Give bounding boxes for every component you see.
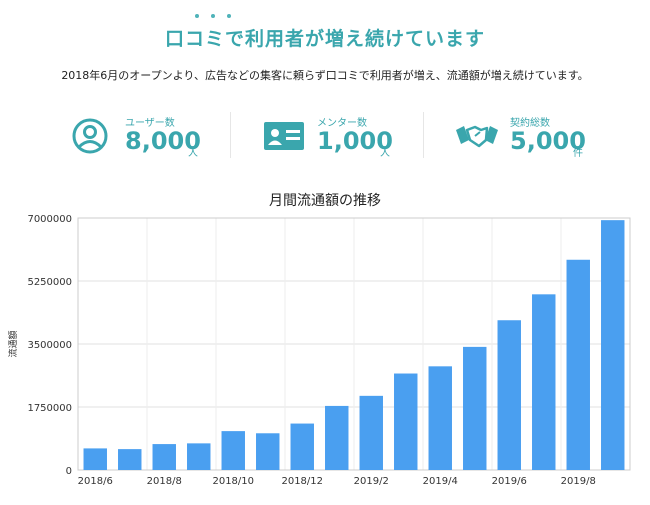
stat-contracts-label: 契約総数 xyxy=(510,118,550,129)
stat-contracts-unit: 件 xyxy=(573,148,583,159)
y-tick-label: 1750000 xyxy=(27,403,72,414)
bar-2018/7 xyxy=(118,449,142,470)
stat-users-label: ユーザー数 xyxy=(125,118,175,129)
bar-2018/8 xyxy=(152,444,176,470)
stat-contracts-value: 5,000 xyxy=(510,127,586,155)
y-tick-label: 3500000 xyxy=(27,340,72,351)
page-subtitle: 2018年6月のオープンより、広告などの集客に頼らず口コミで利用者が増え、流通額… xyxy=(61,69,589,82)
stat-mentors-value: 1,000 xyxy=(317,127,393,155)
y-tick-label: 0 xyxy=(66,466,72,477)
bar-2019/4 xyxy=(428,366,452,470)
stat-mentors-label: メンター数 xyxy=(317,118,367,129)
bar-2018/11 xyxy=(256,433,280,470)
bar-2019/1 xyxy=(325,405,349,470)
bar-2018/9 xyxy=(187,443,211,470)
chart-title: 月間流通額の推移 xyxy=(269,193,381,209)
y-tick-label: 7000000 xyxy=(27,214,72,225)
id-card-icon xyxy=(264,122,304,150)
handshake-icon xyxy=(456,125,498,148)
stat-users: ユーザー数 8,000 人 xyxy=(70,110,240,162)
bar-2019/7 xyxy=(532,294,556,470)
stat-divider xyxy=(230,112,231,158)
x-tick-label: 2018/6 xyxy=(78,476,113,487)
bar-2019/6 xyxy=(497,320,521,470)
plot-frame xyxy=(77,217,631,471)
x-tick-label: 2018/12 xyxy=(281,476,323,487)
bar-2018/10 xyxy=(221,431,245,470)
y-tick-label: 5250000 xyxy=(27,277,72,288)
x-tick-label: 2018/8 xyxy=(147,476,182,487)
bar-2019/9 xyxy=(601,220,625,470)
page-title: 口コミで利用者が増え続けています xyxy=(164,28,485,50)
stat-mentors: メンター数 1,000 人 xyxy=(262,110,432,162)
stat-users-unit: 人 xyxy=(188,148,198,159)
x-tick-label: 2019/6 xyxy=(492,476,527,487)
x-tick-label: 2019/4 xyxy=(423,476,458,487)
bar-2018/12 xyxy=(290,423,314,470)
bar-2019/2 xyxy=(359,395,383,470)
stats-row: ユーザー数 8,000 人 メンター数 1,000 人 契約総数 5,000 件 xyxy=(70,110,610,162)
y-axis-label: 流通額 xyxy=(7,330,19,357)
stat-contracts: 契約総数 5,000 件 xyxy=(455,110,625,162)
user-circle-icon xyxy=(72,118,108,154)
x-tick-label: 2019/2 xyxy=(354,476,389,487)
x-tick-label: 2018/10 xyxy=(212,476,254,487)
bar-2019/3 xyxy=(394,373,418,470)
x-tick-label: 2019/8 xyxy=(561,476,596,487)
bar-chart: 0 1750000 3500000 5250000 7000000 2018/6 2018/… xyxy=(7,214,631,487)
bar-2018/6 xyxy=(83,448,107,470)
title-decoration-dots xyxy=(195,14,245,20)
bar-2019/5 xyxy=(463,346,487,470)
stat-divider xyxy=(423,112,424,158)
stat-users-value: 8,000 xyxy=(125,127,201,155)
stat-mentors-unit: 人 xyxy=(380,148,390,159)
bar-2019/8 xyxy=(566,259,590,470)
